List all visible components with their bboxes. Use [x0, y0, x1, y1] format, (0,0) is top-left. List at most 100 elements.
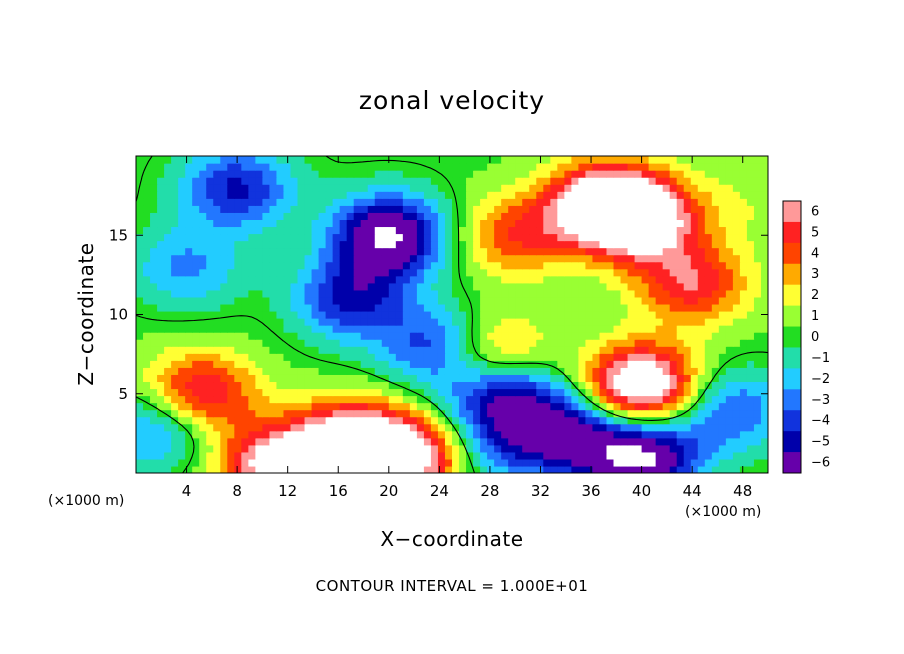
heatmap-cell [473, 325, 481, 333]
heatmap-cell [311, 353, 320, 361]
heatmap-cell [220, 261, 228, 270]
heatmap-cell [318, 388, 327, 397]
heatmap-cell [613, 240, 622, 249]
heatmap-cell [332, 409, 341, 418]
heatmap-cell [627, 170, 636, 178]
heatmap-cell [136, 388, 144, 397]
heatmap-cell [648, 191, 657, 199]
heatmap-cell [753, 381, 762, 390]
heatmap-cell [213, 388, 221, 397]
heatmap-cell [473, 247, 481, 256]
heatmap-cell [220, 360, 228, 368]
heatmap-cell [360, 205, 369, 213]
heatmap-cell [367, 367, 376, 375]
heatmap-cell [536, 233, 544, 242]
heatmap-cell [164, 402, 172, 411]
heatmap-cell [536, 226, 544, 235]
heatmap-cell [494, 191, 502, 199]
heatmap-cell [711, 388, 720, 397]
heatmap-cell [634, 240, 643, 249]
heatmap-cell [634, 367, 643, 375]
heatmap-cell [676, 367, 685, 375]
heatmap-cell [241, 423, 249, 432]
heatmap-cell [241, 409, 249, 418]
heatmap-cell [704, 374, 713, 383]
heatmap-cell [269, 310, 278, 319]
heatmap-cell [325, 205, 334, 213]
heatmap-cell [676, 254, 685, 263]
heatmap-cell [676, 346, 685, 354]
heatmap-cell [480, 388, 488, 397]
heatmap-cell [150, 240, 158, 249]
heatmap-cell [592, 444, 601, 453]
heatmap-cell [367, 296, 376, 305]
heatmap-cell [557, 268, 565, 277]
heatmap-cell [206, 437, 214, 446]
heatmap-cell [494, 282, 502, 291]
heatmap-cell [262, 156, 271, 164]
heatmap-cell [620, 303, 629, 312]
heatmap-cell [571, 163, 579, 171]
heatmap-cell [367, 233, 376, 242]
heatmap-cell [613, 198, 622, 206]
heatmap-cell [178, 240, 186, 249]
heatmap-cell [171, 282, 179, 291]
heatmap-cell [318, 289, 327, 298]
heatmap-cell [353, 346, 362, 354]
heatmap-cell [669, 325, 678, 333]
heatmap-cell [423, 381, 432, 390]
heatmap-cell [437, 296, 446, 305]
heatmap-cell [473, 268, 481, 277]
heatmap-cell [374, 409, 383, 418]
heatmap-cell [227, 240, 235, 249]
heatmap-cell [367, 205, 376, 213]
heatmap-cell [466, 360, 474, 368]
heatmap-cell [760, 423, 768, 432]
heatmap-cell [585, 177, 594, 185]
heatmap-cell [395, 289, 404, 298]
heatmap-cell [220, 275, 228, 284]
heatmap-cell [430, 198, 439, 206]
heatmap-cell [536, 296, 544, 305]
heatmap-cell [150, 282, 158, 291]
heatmap-cell [311, 444, 320, 453]
heatmap-cell [501, 254, 509, 263]
heatmap-cell [150, 296, 158, 305]
heatmap-cell [346, 170, 355, 178]
heatmap-cell [437, 444, 446, 453]
heatmap-cell [627, 423, 636, 432]
heatmap-cell [550, 268, 558, 277]
heatmap-cell [662, 156, 671, 164]
heatmap-cell [676, 212, 685, 220]
heatmap-cell [648, 170, 657, 178]
heatmap-cell [227, 177, 235, 185]
heatmap-cell [395, 177, 404, 185]
heatmap-cell [704, 353, 713, 361]
heatmap-cell [473, 254, 481, 263]
heatmap-cell [473, 353, 481, 361]
heatmap-cell [697, 423, 706, 432]
heatmap-cell [227, 296, 235, 305]
heatmap-cell [592, 303, 601, 312]
heatmap-cell [529, 254, 537, 263]
heatmap-cell [157, 226, 165, 235]
heatmap-cell [192, 402, 200, 411]
heatmap-cell [508, 198, 516, 206]
heatmap-cell [459, 226, 467, 235]
heatmap-cell [452, 240, 460, 249]
heatmap-cell [473, 367, 481, 375]
heatmap-cell [529, 346, 537, 354]
heatmap-cell [480, 367, 488, 375]
heatmap-cell [241, 275, 249, 284]
heatmap-cell [739, 451, 748, 460]
heatmap-cell [543, 409, 551, 418]
heatmap-cell [697, 465, 706, 473]
heatmap-cell [473, 156, 481, 164]
heatmap-cell [332, 289, 341, 298]
heatmap-cell [473, 184, 481, 192]
heatmap-cell [655, 332, 664, 340]
heatmap-cell [171, 205, 179, 213]
heatmap-cell [416, 310, 425, 319]
heatmap-cell [325, 254, 334, 263]
heatmap-cell [466, 198, 474, 206]
